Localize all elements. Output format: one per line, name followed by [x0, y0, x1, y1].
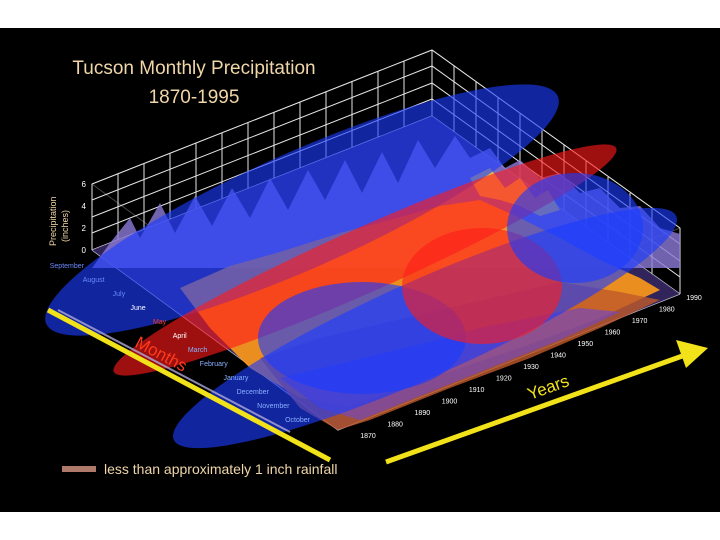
year-tick-label: 1870: [360, 433, 376, 440]
year-tick-label: 1930: [523, 364, 539, 371]
year-tick-label: 1880: [387, 422, 403, 429]
z-axis-label-line1: Precipitation: [48, 196, 58, 246]
year-tick-labels: 1870 1880 1890 1900 1910 1920 1930 1940 1950 1960…: [360, 295, 702, 440]
red-band-ellipse: [113, 144, 617, 376]
year-tick-label: 1910: [469, 387, 485, 394]
month-tick-label: April: [173, 333, 187, 340]
axis-arrows: [46, 307, 708, 465]
legend: less than approximately 1 inch rainfall: [62, 461, 337, 477]
month-tick-label: February: [200, 361, 229, 368]
z-axis-label-line2: (inches): [60, 210, 70, 242]
highlight-regions: [45, 84, 677, 449]
chart-title: Tucson Monthly Precipitation: [72, 58, 316, 79]
month-tick-label: November: [257, 403, 290, 410]
years-arrow-shaft: [385, 351, 689, 465]
precipitation-surface-chart: Precipitation (inches) 0 2 4 6 September Aug…: [45, 49, 708, 477]
months-arrow-stripe: [57, 309, 291, 433]
month-tick-label: August: [83, 277, 105, 284]
year-tick-label: 1970: [632, 318, 648, 325]
month-tick-label: October: [285, 417, 311, 424]
month-tick-label: March: [188, 347, 208, 354]
year-tick-label: 1960: [605, 330, 621, 337]
chart-frame: Tucson Monthly Precipitation 1870-1995: [0, 28, 720, 512]
year-tick-label: 1950: [578, 341, 594, 348]
month-tick-label: May: [153, 319, 167, 326]
legend-swatch: [62, 466, 96, 472]
year-tick-label: 1980: [659, 307, 675, 314]
legend-label: less than approximately 1 inch rainfall: [104, 461, 337, 477]
years-arrow-head: [676, 340, 708, 368]
z-tick-label: 4: [82, 202, 87, 211]
month-tick-label: July: [113, 291, 126, 298]
chart-subtitle: 1870-1995: [148, 87, 240, 108]
months-arrow-shaft: [46, 307, 332, 463]
z-tick-label: 0: [82, 246, 87, 255]
year-tick-label: 1990: [686, 295, 702, 302]
blue-period-ellipse-2: [507, 173, 643, 283]
blue-band-ellipse-back: [45, 84, 559, 336]
month-tick-label: December: [237, 389, 270, 396]
month-tick-label: June: [130, 305, 145, 312]
year-tick-label: 1920: [496, 376, 512, 383]
z-tick-label: 2: [82, 224, 87, 233]
z-tick-label: 6: [82, 180, 87, 189]
year-tick-label: 1940: [550, 353, 566, 360]
year-tick-label: 1890: [415, 410, 431, 417]
month-tick-label: September: [50, 263, 85, 270]
z-axis: Precipitation (inches) 0 2 4 6: [48, 180, 87, 255]
year-tick-label: 1900: [442, 399, 458, 406]
month-tick-label: January: [223, 375, 248, 382]
